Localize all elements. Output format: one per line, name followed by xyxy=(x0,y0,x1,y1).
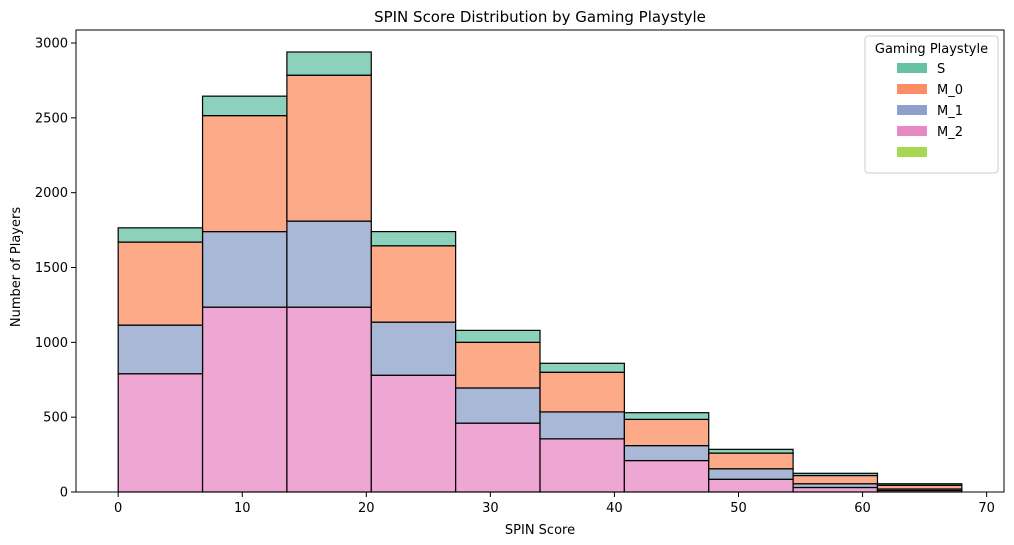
bar-s-bin-4 xyxy=(455,329,541,343)
bar-m-1-bin-5 xyxy=(539,411,625,440)
bar-m-2-bin-2 xyxy=(286,306,372,493)
x-tick-label: 0 xyxy=(114,501,122,516)
y-axis-title: Number of Players xyxy=(9,207,24,327)
bar-m-0-bin-3 xyxy=(370,245,457,323)
bar-s-bin-6 xyxy=(623,412,710,421)
x-tick-label: 40 xyxy=(606,501,623,516)
bar-s-bin-5 xyxy=(539,362,625,373)
legend: Gaming Playstyle S M_0 M_1 M_2 xyxy=(864,35,999,174)
bar-s-bin-8 xyxy=(792,472,879,477)
legend-swatch xyxy=(897,126,927,136)
chart-title: SPIN Score Distribution by Gaming Playst… xyxy=(374,8,706,26)
y-tick-label: 2000 xyxy=(35,186,68,201)
bar-m-0-bin-5 xyxy=(539,371,625,413)
legend-swatch xyxy=(897,147,927,157)
bar-m-1-bin-4 xyxy=(455,387,541,424)
bar-m-1-bin-6 xyxy=(623,445,710,462)
legend-label: M_2 xyxy=(937,125,963,140)
legend-swatch xyxy=(897,84,927,94)
x-tick-label: 70 xyxy=(978,501,995,516)
bar-m-0-bin-0 xyxy=(117,241,204,326)
bar-s-bin-3 xyxy=(370,230,457,247)
x-axis-title: SPIN Score xyxy=(505,523,575,538)
bar-m-2-bin-0 xyxy=(117,373,204,493)
bar-m-2-bin-3 xyxy=(370,374,457,493)
bars-layer xyxy=(117,51,963,493)
legend-label: S xyxy=(937,62,945,77)
bar-s-bin-1 xyxy=(201,95,288,117)
bar-m-2-bin-8 xyxy=(792,486,879,493)
bar-s-bin-2 xyxy=(286,51,372,76)
bar-m-1-bin-0 xyxy=(117,324,204,375)
bar-s-bin-7 xyxy=(708,448,794,454)
bar-m-0-bin-8 xyxy=(792,474,879,485)
x-tick-label: 30 xyxy=(482,501,499,516)
bar-m-2-bin-5 xyxy=(539,438,625,493)
bar-m-2-bin-6 xyxy=(623,459,710,493)
bar-m-0-bin-4 xyxy=(455,341,541,389)
y-tick-label: 2500 xyxy=(35,111,68,126)
bar-m-0-bin-2 xyxy=(286,74,372,222)
y-tick-label: 3000 xyxy=(35,37,68,52)
plot-frame xyxy=(75,29,1005,493)
bar-m-2-bin-4 xyxy=(455,422,541,493)
bar-m-1-bin-1 xyxy=(201,230,288,308)
y-tick-label: 0 xyxy=(60,486,68,501)
bar-m-2-bin-1 xyxy=(201,306,288,493)
bar-m-1-bin-2 xyxy=(286,220,372,308)
bar-s-bin-0 xyxy=(117,227,204,243)
x-tick-label: 50 xyxy=(730,501,747,516)
bar-m-0-bin-6 xyxy=(623,418,710,447)
y-tick-label: 500 xyxy=(43,411,68,426)
x-tick-label: 20 xyxy=(358,501,375,516)
legend-swatch xyxy=(897,105,927,115)
bar-s-bin-9 xyxy=(876,483,963,486)
legend-title: Gaming Playstyle xyxy=(875,42,988,57)
axes-layer: 0 10 20 30 40 50 60 70 0 500 1000 1500 2000 2500 3000 xyxy=(35,29,1005,516)
bar-m-1-bin-3 xyxy=(370,321,457,376)
legend-label: M_1 xyxy=(937,104,963,119)
bar-m-1-bin-7 xyxy=(708,468,794,480)
bar-m-0-bin-7 xyxy=(708,452,794,470)
bar-m-2-bin-7 xyxy=(708,478,794,493)
legend-label: M_0 xyxy=(937,83,963,98)
legend-swatch xyxy=(897,63,927,73)
y-tick-label: 1000 xyxy=(35,336,68,351)
x-tick-label: 10 xyxy=(234,501,251,516)
x-tick-label: 60 xyxy=(854,501,871,516)
y-tick-label: 1500 xyxy=(35,261,68,276)
bar-m-0-bin-1 xyxy=(201,115,288,233)
